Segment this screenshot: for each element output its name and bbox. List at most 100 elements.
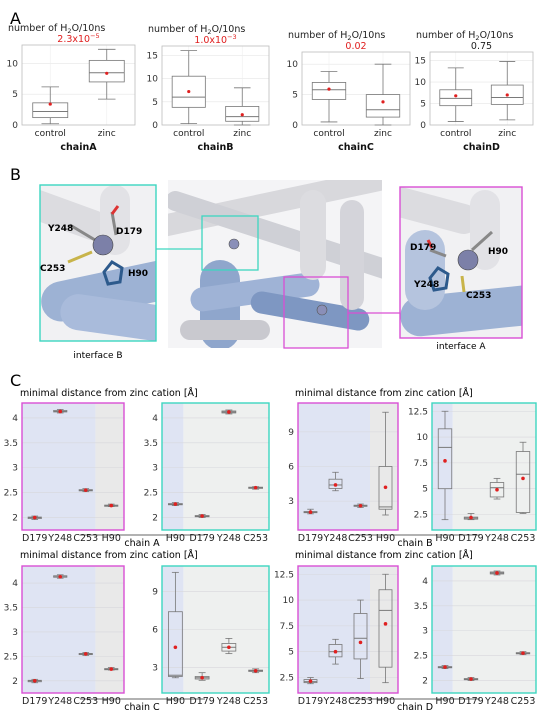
chain-label: chainC [338, 142, 374, 153]
x-tick-label: C253 [243, 696, 268, 707]
bg-shade-grey [95, 566, 124, 693]
box [168, 611, 183, 677]
mean-point [83, 488, 88, 492]
interface-b-label: interface B [73, 351, 122, 361]
residue-label-d179-a: D179 [410, 243, 436, 253]
plot-frame [21, 44, 136, 126]
y-tick-label: 10 [283, 596, 295, 606]
y-tick-label: 5 [422, 485, 428, 495]
box [515, 451, 531, 513]
mean-point [105, 71, 109, 75]
y-tick-label: 10 [7, 59, 19, 69]
y-tick-label: 3.5 [144, 439, 158, 449]
chart-cd_m: 2.5 5 7.5 10 12.5 D179 Y248 C253 H90 [274, 565, 399, 707]
mean-point [308, 679, 313, 683]
mean-point [32, 678, 37, 683]
box [365, 94, 401, 118]
x-tick-label: H90 [376, 533, 395, 544]
chain-label: chainD [463, 142, 500, 153]
y-tick-label: 6 [152, 626, 158, 636]
x-tick-label: Y248 [47, 533, 72, 544]
y-tick-label: 15 [147, 51, 158, 61]
residue-label-c253-a: C253 [466, 291, 491, 301]
x-tick-label: H90 [166, 533, 185, 544]
y-tick-label: 10 [287, 60, 299, 70]
mean-point [495, 571, 499, 575]
residue-label-y248-a: Y248 [413, 280, 439, 290]
overview-structure [168, 180, 382, 348]
mean-point [454, 94, 458, 98]
y-tick-label: 15 [415, 57, 426, 67]
mean-point [327, 87, 331, 91]
x-tick-label: Y248 [47, 696, 72, 707]
bg-shade-grey [183, 403, 269, 530]
chart-cc_m: 2 2.5 3 3.5 4 D179 Y248 C253 H90 [4, 565, 125, 707]
bg-shade-grey [95, 403, 124, 530]
mean-point [32, 515, 37, 520]
y-tick-label: 2.5 [280, 674, 294, 684]
c-ylabel-bottom-left: minimal distance from zinc cation [Å] [20, 549, 198, 561]
bg-shade-blue [432, 403, 453, 530]
mean-point [253, 668, 258, 673]
y-tick-label: 9 [288, 428, 294, 438]
y-tick-label: 10 [417, 433, 429, 443]
c-ylabel-top-right: minimal distance from zinc cation [Å] [295, 387, 473, 399]
y-tick-label: 10 [147, 75, 159, 85]
mean-point [358, 640, 363, 645]
x-tick-label: control [313, 129, 344, 139]
x-tick-label: Y248 [216, 696, 241, 707]
bg-shade-blue [432, 566, 453, 693]
plot-frame [297, 402, 399, 531]
x-tick-label: C253 [243, 533, 268, 544]
box [378, 589, 393, 668]
chart-cb_t: 2.5 5 7.5 10 12.5 H90 D179 Y248 C253 [408, 402, 537, 544]
plot-frame [431, 565, 537, 694]
x-tick-label: Y248 [323, 533, 348, 544]
mean-point [521, 651, 525, 655]
x-tick-label: H90 [435, 696, 454, 707]
y-axis-label: number of H2O/10ns [8, 23, 105, 35]
x-tick-label: H90 [102, 696, 121, 707]
chain-a-label: chain A [124, 538, 160, 549]
box [353, 613, 368, 660]
mean-point [58, 409, 63, 414]
mean-point [308, 510, 313, 514]
chart-cd_t: 2 2.5 3 3.5 4 H90 D179 Y248 C253 [414, 565, 537, 707]
structure-illustration: Y248 D179 C253 H90 interface B D179 H90 … [39, 180, 523, 361]
y-tick-label: 5 [420, 100, 426, 110]
zoom-frame-b [39, 184, 157, 342]
overview-highlight-b [201, 215, 259, 271]
bg-shade-grey [370, 566, 398, 693]
x-tick-label: D179 [458, 696, 483, 707]
plot-frame [297, 565, 399, 694]
mean-point [505, 93, 509, 97]
c-ylabel-top-left: minimal distance from zinc cation [Å] [20, 387, 198, 399]
chart-a2: 0 5 10 15 control zinc number of H2O/10ns1.0x1… [147, 24, 270, 153]
mean-point [58, 574, 63, 579]
x-tick-label: zinc [233, 129, 251, 139]
y-tick-label: 4 [152, 414, 158, 424]
x-tick-label: D179 [22, 696, 47, 707]
residue-label-h90-a: H90 [488, 247, 508, 257]
y-tick-label: 2.5 [414, 511, 428, 521]
box [378, 466, 393, 510]
y-tick-label: 3 [12, 628, 18, 638]
x-tick-label: C253 [348, 696, 373, 707]
y-tick-label: 7.5 [280, 622, 294, 632]
plot-frame [21, 565, 125, 694]
y-tick-label: 2.5 [4, 652, 18, 662]
x-tick-label: Y248 [216, 533, 241, 544]
y-tick-label: 3 [152, 664, 158, 674]
chain-d-label: chain D [397, 702, 433, 713]
residue-label-d179-b: D179 [116, 227, 142, 237]
plot-frame [431, 402, 537, 531]
y-tick-label: 2 [152, 514, 158, 524]
chain-label: chainA [60, 142, 97, 153]
y-tick-label: 7.5 [414, 459, 428, 469]
y-tick-label: 2 [422, 677, 428, 687]
box [437, 428, 453, 490]
box [489, 482, 505, 498]
plot-frame [161, 45, 270, 126]
